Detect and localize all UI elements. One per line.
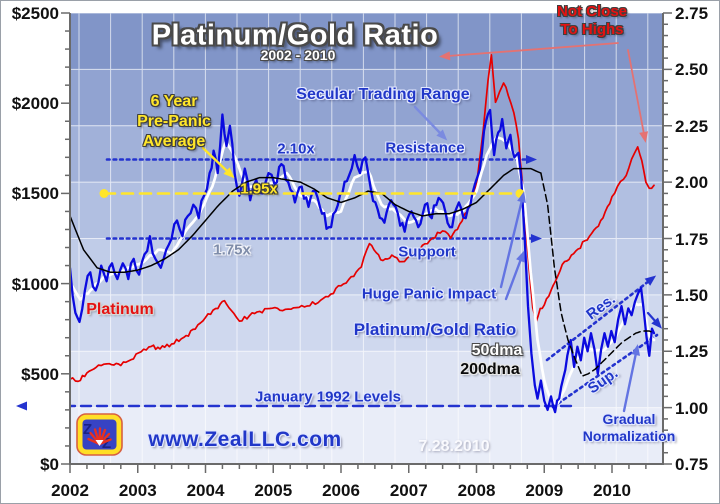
annotation-lines-under: [70, 158, 659, 409]
x-tick-label: 2006: [322, 481, 360, 500]
y-right-tick-label: 0.75: [675, 455, 709, 474]
y-right-tick-label: 1.50: [675, 285, 709, 305]
annotation-not-close-to-highs: Not Close To Highs: [557, 3, 627, 39]
plot-area: [70, 13, 663, 464]
notclose-arrow-2-arrowhead: [639, 131, 649, 143]
notclose-arrow-1-arrowhead: [439, 51, 451, 61]
y-right-tick-label: 2.75: [675, 4, 709, 23]
series-platinum-gold-ratio: [70, 108, 656, 414]
sixyear-arrow-arrowhead: [223, 167, 235, 179]
notclose-arrow-2: [627, 49, 645, 135]
panic-arrow-2: [504, 257, 523, 301]
y-left-tick-label: $1500: [11, 184, 59, 204]
notclose-arrow-1: [447, 42, 619, 57]
support-line-arrowhead: [531, 234, 542, 243]
annotation-gradual-normalization: Gradual Normalization: [583, 411, 676, 445]
svg-text:Z: Z: [83, 421, 92, 438]
series-200dma-dashed: [540, 172, 655, 377]
ratio-end-arrow-arrowhead: [651, 317, 662, 329]
x-tick-label: 2002: [51, 481, 89, 500]
zeal-logo: Z Z: [76, 413, 123, 456]
sup-trendline: [551, 333, 659, 409]
panic-arrow-2-arrowhead: [516, 250, 525, 263]
pre-panic-average-line-dot: [99, 189, 109, 198]
series-200dma: [70, 167, 542, 274]
x-tick-label: 2010: [593, 481, 631, 500]
legend-platinum-gold-ratio: Platinum/Gold Ratio: [353, 320, 517, 339]
y-right-tick-label: 2.00: [675, 173, 709, 193]
annotation-line: Gradual: [602, 411, 656, 427]
y-right-tick-label: 2.50: [675, 60, 709, 80]
x-tick-label: 2009: [525, 481, 564, 500]
series-platinum: [70, 54, 655, 383]
y-right-tick-label: 2.25: [675, 116, 709, 136]
jan1992-line-arrowhead: [16, 401, 27, 411]
annotation-line: Normalization: [582, 428, 676, 444]
annotation-resistance: Resistance: [385, 139, 465, 157]
y-right-tick-label: 1.25: [675, 342, 709, 362]
annotation-layer-over: [16, 42, 662, 413]
legend-200dma: 200dma: [460, 361, 520, 378]
svg-text:Z: Z: [102, 435, 111, 452]
annotation-1-75x: 1.75x: [213, 241, 251, 259]
annotation-line: To Highs: [560, 21, 624, 38]
y-right-tick-label: 1.00: [675, 398, 709, 418]
y-left-tick-label: $2000: [11, 94, 59, 114]
annotation-line: Average: [142, 133, 206, 150]
chart-title: Platinum/Gold Ratio: [151, 19, 439, 52]
x-tick-label: 2005: [254, 481, 293, 500]
tick-marks: [61, 12, 672, 473]
chart-subtitle: 2002 - 2010: [260, 47, 336, 63]
y-left-tick-label: $2500: [11, 4, 59, 23]
ratio-end-arrow: [646, 311, 658, 324]
annotation-line: Pre-Panic: [137, 113, 211, 130]
series-50dma: [70, 135, 656, 405]
gradual-arrow-arrowhead: [631, 344, 641, 356]
sixyear-arrow: [201, 146, 230, 174]
annotation-support: Support: [398, 243, 456, 261]
y-left-tick-label: $1000: [11, 274, 59, 294]
legend-platinum: Platinum: [86, 301, 154, 318]
x-tick-label: 2003: [118, 481, 157, 500]
band: [70, 407, 663, 464]
annotation-huge-panic-impact: Huge Panic Impact: [361, 285, 497, 303]
band: [70, 238, 663, 295]
band: [70, 182, 663, 239]
zeal-website-url: www.ZealLLC.com: [148, 428, 342, 451]
data-series: [70, 54, 656, 414]
gridlines: [70, 13, 663, 464]
annotation-secular-trading-range: Secular Trading Range: [296, 86, 470, 103]
y-left-tick-label: $500: [21, 364, 59, 384]
annotation-line: Not Close: [556, 3, 628, 20]
legend-50dma: 50dma: [471, 342, 523, 359]
secular-arrow-arrowhead: [436, 129, 448, 141]
x-tick-label: 2007: [389, 481, 428, 500]
annotation-line: 6 Year: [150, 93, 198, 110]
gradual-arrow: [622, 351, 638, 413]
panic-arrow-1-arrowhead: [517, 191, 526, 204]
band: [70, 294, 663, 352]
y-left-tick-label: $0: [40, 455, 59, 474]
annotation-1-95x: 1.95x: [240, 180, 278, 198]
resistance-line-arrowhead: [526, 155, 537, 164]
annotation-six-year-pre-panic-average: 6 Year Pre-Panic Average: [137, 92, 211, 152]
secular-arrow: [413, 105, 443, 136]
x-tick-label: 2004: [186, 481, 225, 500]
band: [70, 69, 663, 126]
x-tick-label: 2008: [457, 481, 496, 500]
res-trendline: [545, 279, 651, 362]
panic-arrow-1: [499, 198, 524, 289]
band: [70, 13, 663, 70]
annotation-2-10x: 2.10x: [277, 140, 315, 158]
date-stamp: 7.28.2010: [418, 438, 490, 455]
annotation-january-1992-levels: January 1992 Levels: [255, 388, 401, 406]
res-trendline-arrowhead: [644, 275, 657, 286]
y-right-tick-label: 1.75: [675, 229, 709, 249]
